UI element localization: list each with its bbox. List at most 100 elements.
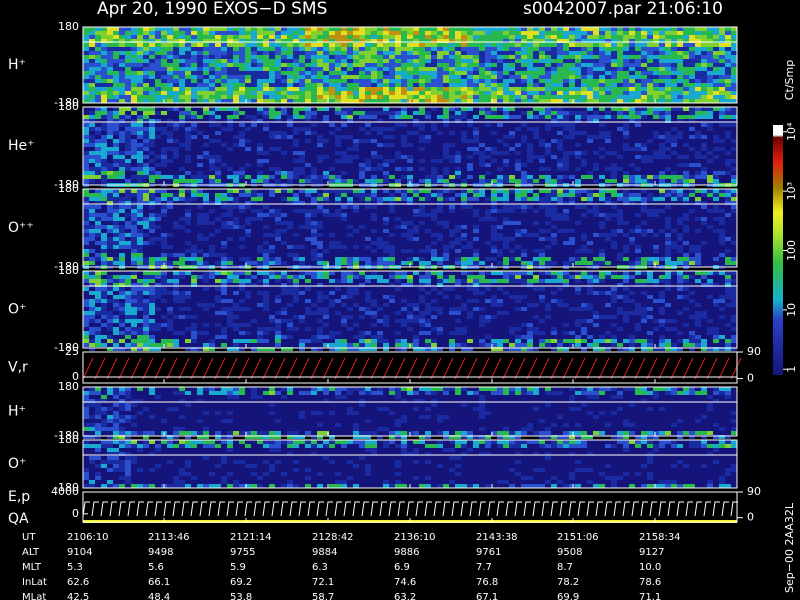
- spectrogram-cell: [95, 159, 101, 163]
- spectrogram-cell: [359, 343, 365, 347]
- spectrogram-cell: [305, 75, 311, 79]
- spectrogram-cell: [443, 171, 449, 175]
- spectrogram-cell: [185, 327, 191, 331]
- spectrogram-cell: [701, 63, 707, 67]
- spectrogram-cell: [341, 205, 347, 209]
- spectrogram-cell: [701, 175, 707, 179]
- spectrogram-cell: [239, 299, 245, 303]
- spectrogram-cell: [221, 205, 227, 209]
- spectrogram-cell: [617, 27, 623, 31]
- spectrogram-cell: [731, 179, 737, 183]
- spectrogram-cell: [479, 91, 485, 95]
- spectrogram-cell: [497, 249, 503, 253]
- spectrogram-cell: [455, 91, 461, 95]
- spectrogram-cell: [179, 299, 185, 303]
- spectrogram-cell: [605, 63, 611, 67]
- spectrogram-cell: [659, 171, 665, 175]
- spectrogram-cell: [89, 347, 95, 351]
- spectrogram-cell: [89, 331, 95, 335]
- spectrogram-cell: [167, 343, 173, 347]
- spectrogram-cell: [713, 147, 719, 151]
- spectrogram-cell: [239, 27, 245, 31]
- spectrogram-cell: [179, 87, 185, 91]
- spectrogram-cell: [233, 59, 239, 63]
- spectrogram-cell: [437, 291, 443, 295]
- spectrogram-cell: [329, 131, 335, 135]
- spectrogram: [83, 189, 737, 269]
- spectrogram-cell: [539, 63, 545, 67]
- spectrogram-cell: [179, 175, 185, 179]
- spectrogram-cell: [425, 87, 431, 91]
- spectrogram-cell: [317, 59, 323, 63]
- spectrogram-cell: [83, 135, 89, 139]
- spectrogram-cell: [287, 87, 293, 91]
- spectrogram-cell: [335, 59, 341, 63]
- spectrogram-cell: [83, 201, 89, 205]
- spectrogram-cell: [215, 47, 221, 51]
- spectrogram-cell: [359, 275, 365, 279]
- spectrogram-cell: [617, 217, 623, 221]
- spectrogram-cell: [365, 159, 371, 163]
- spectrogram-cell: [557, 79, 563, 83]
- spectrogram-cell: [485, 31, 491, 35]
- spectrogram-cell: [329, 245, 335, 249]
- spectrogram-cell: [419, 249, 425, 253]
- spectrogram-cell: [131, 331, 137, 335]
- spectrogram-cell: [359, 95, 365, 99]
- spectrogram-cell: [101, 197, 107, 201]
- spectrogram-cell: [239, 331, 245, 335]
- spectrogram-cell: [545, 167, 551, 171]
- spectrogram-cell: [221, 271, 227, 275]
- spectrogram-cell: [245, 275, 251, 279]
- spectrogram-cell: [557, 213, 563, 217]
- spectrogram-cell: [689, 111, 695, 115]
- spectrogram-cell: [125, 283, 131, 287]
- spectrogram-cell: [587, 67, 593, 71]
- spectrogram-cell: [221, 201, 227, 205]
- spectrogram-cell: [125, 163, 131, 167]
- spectrogram-cell: [287, 123, 293, 127]
- spectrogram-cell: [203, 201, 209, 205]
- spectrogram-cell: [449, 83, 455, 87]
- spectrogram-cell: [413, 229, 419, 233]
- spectrogram-cell: [323, 175, 329, 179]
- spectrogram-cell: [179, 257, 185, 261]
- spectrogram-cell: [125, 197, 131, 201]
- spectrogram-cell: [425, 271, 431, 275]
- spectrogram-cell: [389, 275, 395, 279]
- spectrogram-cell: [149, 171, 155, 175]
- spectrogram-cell: [353, 335, 359, 339]
- spectrogram-cell: [551, 59, 557, 63]
- spectrogram-cell: [245, 75, 251, 79]
- spectrogram-cell: [719, 83, 725, 87]
- spectrogram-cell: [629, 163, 635, 167]
- spectrogram-cell: [491, 59, 497, 63]
- spectrogram-cell: [473, 261, 479, 265]
- spectrogram-cell: [521, 163, 527, 167]
- spectrogram-cell: [143, 131, 149, 135]
- spectrogram-cell: [185, 31, 191, 35]
- spectrogram-cell: [725, 43, 731, 47]
- spectrogram-cell: [383, 261, 389, 265]
- spectrogram-cell: [611, 43, 617, 47]
- spectrogram-cell: [95, 271, 101, 275]
- spectrogram-cell: [551, 43, 557, 47]
- spectrogram-cell: [533, 43, 539, 47]
- spectrogram-cell: [227, 35, 233, 39]
- spectrogram-cell: [557, 143, 563, 147]
- spectrogram-cell: [473, 75, 479, 79]
- spectrogram-cell: [215, 171, 221, 175]
- spectrogram-cell: [101, 241, 107, 245]
- spectrogram-cell: [569, 175, 575, 179]
- spectrogram-cell: [107, 151, 113, 155]
- spectrogram-cell: [281, 131, 287, 135]
- spectrogram-cell: [113, 63, 119, 67]
- spectrogram-cell: [365, 347, 371, 351]
- spectrogram-cell: [161, 193, 167, 197]
- spectrogram-cell: [317, 335, 323, 339]
- spectrogram-cell: [143, 147, 149, 151]
- spectrogram-cell: [287, 99, 293, 103]
- spectrogram-cell: [389, 83, 395, 87]
- spectrogram-cell: [617, 59, 623, 63]
- spectrogram-cell: [113, 175, 119, 179]
